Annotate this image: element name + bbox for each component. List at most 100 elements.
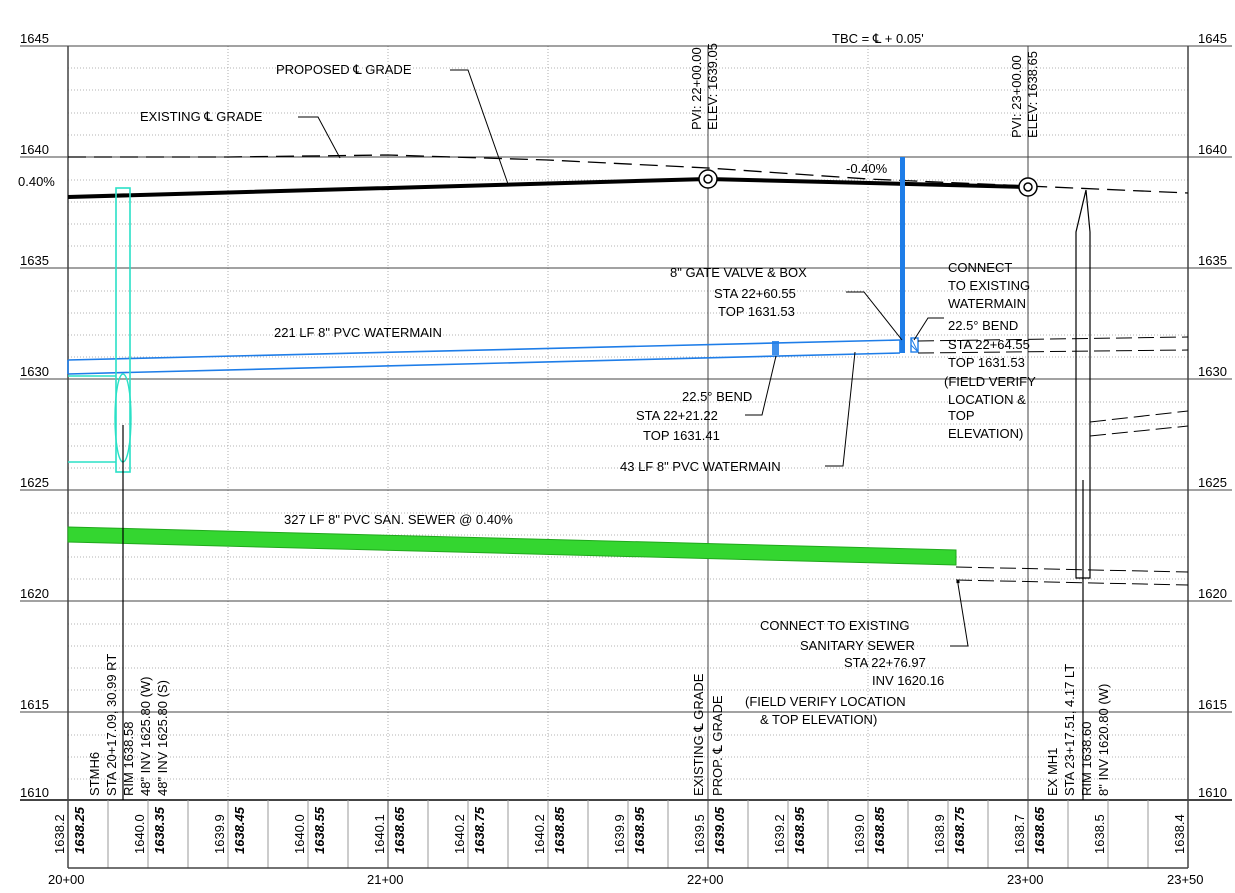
elev-label: 1635 [20,253,49,268]
proposed-elev: 1638.65 [392,806,407,854]
connect-sewer-line-1: CONNECT TO EXISTING [760,618,910,633]
sanitary-sewer [68,527,956,565]
sanitary-sewer-outline [67,526,957,566]
existing-elev: 1639.5 [692,814,707,854]
elev-label: 1620 [1198,586,1227,601]
pvi-marker-2 [1018,177,1038,197]
connect-sewer-leader [950,583,969,647]
elevation-labels: 1645 1640 1635 1630 1625 1620 1615 1610 … [20,31,1227,800]
pvi-marker-1 [698,169,718,189]
elev-label: 1615 [1198,697,1227,712]
bend-1-line-2: STA 22+21.22 [636,408,718,423]
proposed-grade-label: PROPOSED ℄ GRADE [276,62,412,77]
watermain [67,157,919,375]
connect-sewer-line-6: & TOP ELEVATION) [760,712,877,727]
existing-elev: 1639.9 [212,814,227,854]
elev-label: 1635 [1198,253,1227,268]
pvi-1-elevation: ELEV: 1639.05 [705,43,720,130]
stmh6-line-5: 48" INV 1625.80 (S) [155,680,170,796]
exmh1-line-3: RIM 1638.60 [1079,722,1094,796]
station-label: 23+00 [1007,872,1044,887]
existing-sewer-bottom [955,579,1189,586]
sewer-label: 327 LF 8" PVC SAN. SEWER @ 0.40% [284,512,513,527]
existing-grade-leader [298,116,341,159]
connect-watermain-line-4: 22.5° BEND [948,318,1018,333]
bend-1-line-3: TOP 1631.41 [643,428,720,443]
grade-right-label: -0.40% [846,161,888,176]
elev-label: 1630 [20,364,49,379]
proposed-elev: 1638.85 [552,806,567,854]
existing-elev: 1638.7 [1012,814,1027,854]
existing-elev: 1639.0 [852,814,867,854]
connect-watermain-line-6: TOP 1631.53 [948,355,1025,370]
pvi-2-station: PVI: 23+00.00 [1009,55,1024,138]
elev-label: 1615 [20,697,49,712]
gate-valve-line-3: TOP 1631.53 [718,304,795,319]
proposed-elev: 1638.95 [632,806,647,854]
exmh1-structure [1075,189,1091,800]
gate-valve-leader [846,291,903,341]
gate-valve-line-2: STA 22+60.55 [714,286,796,301]
proposed-elev: 1638.85 [872,806,887,854]
pvi-2-elevation: ELEV: 1638.65 [1025,51,1040,138]
proposed-elev: 1638.95 [792,806,807,854]
existing-elev: 1640.0 [132,814,147,854]
exmh1-labels: EX MH1 STA 23+17.51, 4.17 LT RIM 1638.60… [1045,664,1111,796]
connect-watermain-line-3: WATERMAIN [948,296,1026,311]
existing-elev: 1638.9 [932,814,947,854]
elev-label: 1640 [1198,142,1227,157]
elev-label: 1625 [1198,475,1227,490]
existing-pipe-bottom [1089,425,1189,437]
proposed-elev: 1639.05 [712,806,727,854]
elev-label: 1610 [20,785,49,800]
station-label: 22+00 [687,872,724,887]
exmh1-line-1: EX MH1 [1045,748,1060,796]
bend-1-leader [745,355,777,416]
exmh1-line-2: STA 23+17.51, 4.17 LT [1062,664,1077,796]
elev-label: 1625 [20,475,49,490]
connect-watermain-line-9: TOP [948,408,975,423]
proposed-elev: 1638.75 [952,806,967,854]
proposed-elev: 1638.45 [232,806,247,854]
proposed-elev: 1638.65 [1032,806,1047,854]
existing-elev: 1638.5 [1092,814,1107,854]
bend-1-line-1: 22.5° BEND [682,389,752,404]
proposed-grade-leader [450,69,509,185]
existing-watermain-top [917,336,1189,342]
existing-elev: 1640.2 [452,814,467,854]
station-elevations: 1638.2 1638.25 1640.0 1638.35 1639.9 163… [52,806,1187,854]
existing-grade-label: EXISTING ℄ GRADE [140,109,263,124]
existing-grade-line [68,154,1189,194]
watermain-221-label: 221 LF 8" PVC WATERMAIN [274,325,442,340]
connect-watermain-leader [913,317,944,341]
connect-sewer-line-3: STA 22+76.97 [844,655,926,670]
stmh6-line-1: STMH6 [87,752,102,796]
stmh6-line-3: RIM 1638.58 [121,722,136,796]
station-label: 23+50 [1167,872,1204,887]
connect-watermain-line-2: TO EXISTING [948,278,1030,293]
existing-elev: 1638.2 [52,814,67,854]
stmh6-line-2: STA 20+17.09, 30.99 RT [104,654,119,796]
connect-watermain-line-1: CONNECT [948,260,1012,275]
connect-sewer-line-2: SANITARY SEWER [800,638,915,653]
elev-label: 1630 [1198,364,1227,379]
legend-existing-grade: EXISTING ℄ GRADE [691,673,706,796]
stmh6-structure [68,187,132,800]
stmh6-labels: STMH6 STA 20+17.09, 30.99 RT RIM 1638.58… [87,654,170,796]
existing-pipe-top [1089,410,1189,423]
watermain-43-leader [825,351,856,467]
proposed-elev: 1638.55 [312,806,327,854]
watermain-43-label: 43 LF 8" PVC WATERMAIN [620,459,781,474]
existing-elev: 1640.1 [372,814,387,854]
connect-sewer-line-5: (FIELD VERIFY LOCATION [745,694,906,709]
existing-sewer-top [955,566,1189,573]
proposed-elev: 1638.75 [472,806,487,854]
tbc-note: TBC = ℄ + 0.05' [832,31,924,46]
connect-watermain-line-8: LOCATION & [948,392,1026,407]
connect-sewer-line-4: INV 1620.16 [872,673,944,688]
existing-elev: 1640.0 [292,814,307,854]
connect-sewer-point [956,580,960,584]
connect-watermain-line-7: (FIELD VERIFY [944,374,1036,389]
